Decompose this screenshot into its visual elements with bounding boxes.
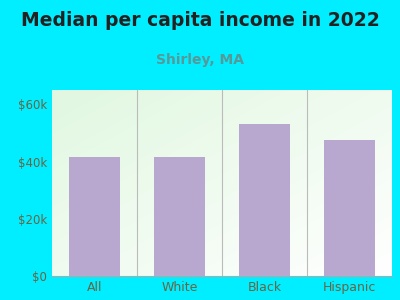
Bar (239, 124, 290, 276)
Text: Shirley, MA: Shirley, MA (156, 53, 244, 67)
Bar (154, 157, 205, 276)
Bar (324, 140, 375, 276)
Bar (69, 157, 120, 276)
Text: Median per capita income in 2022: Median per capita income in 2022 (21, 11, 379, 31)
